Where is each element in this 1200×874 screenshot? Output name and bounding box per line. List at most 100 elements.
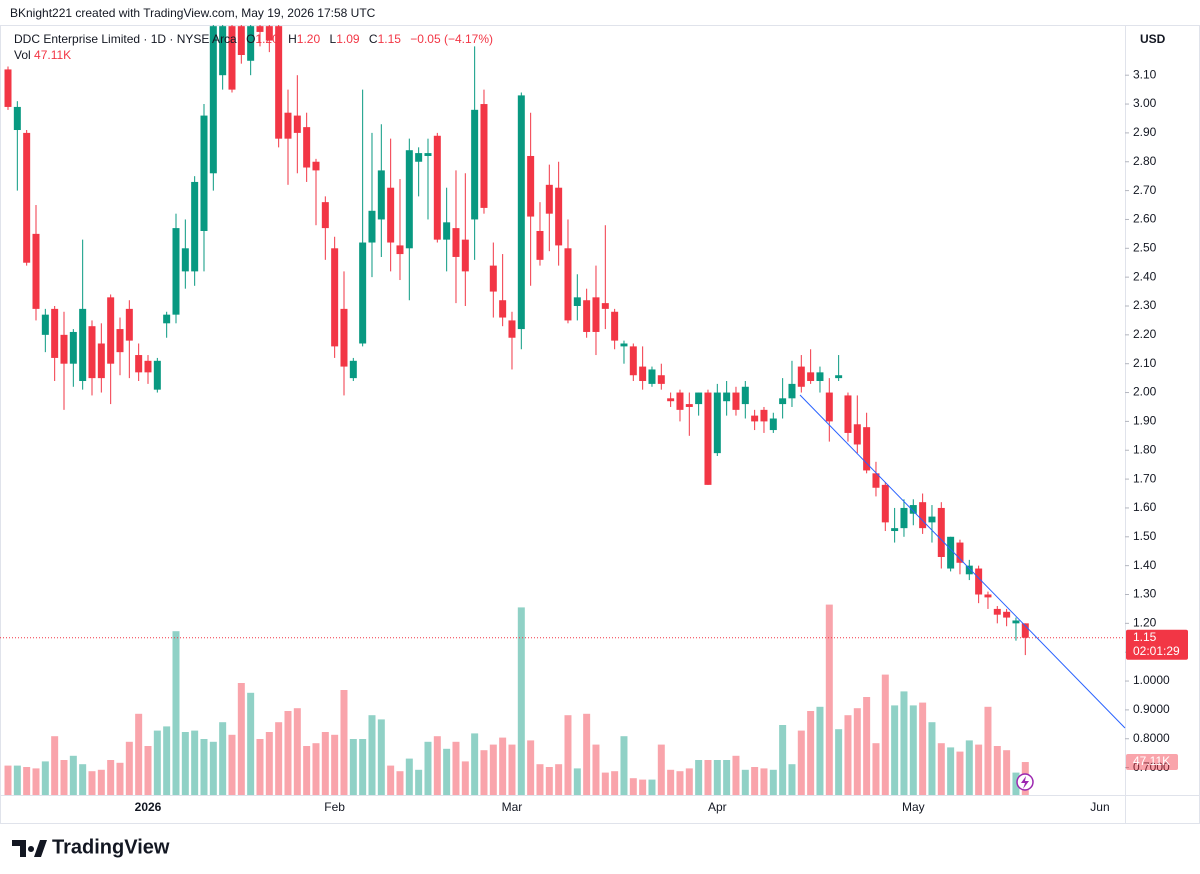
legend: DDC Enterprise Limited · 1D · NYSE Arca … — [14, 32, 493, 46]
candle-body — [919, 502, 927, 529]
y-tick-label: 2.80 — [1133, 154, 1157, 168]
volume-bar — [779, 725, 787, 795]
volume-bar — [713, 760, 721, 795]
candle-body — [461, 239, 469, 272]
candle-body — [909, 505, 917, 514]
volume-bar — [760, 768, 768, 795]
volume-bar — [667, 769, 675, 795]
x-tick-label: Apr — [708, 800, 727, 814]
volume-bar — [741, 769, 749, 795]
volume-bar — [340, 690, 348, 795]
candle-body — [387, 187, 395, 243]
volume-bar — [480, 750, 488, 795]
volume-bar — [732, 755, 740, 795]
volume-bar — [135, 713, 143, 795]
tv-logo — [12, 840, 47, 857]
volume-bar — [928, 722, 936, 795]
candle-body — [601, 303, 609, 309]
volume-bar — [228, 734, 236, 795]
candle-body — [396, 245, 404, 255]
candle-body — [433, 135, 441, 240]
y-tick-label: 0.8000 — [1133, 731, 1170, 745]
volume-bar — [844, 715, 852, 795]
y-tick-label: 2.30 — [1133, 298, 1157, 312]
y-tick-label: 1.30 — [1133, 587, 1157, 601]
volume-bar — [191, 730, 199, 795]
candle-body — [583, 300, 591, 332]
y-tick-label: 2.40 — [1133, 269, 1157, 283]
volume-bar — [265, 732, 273, 795]
change: −0.05 (−4.17%) — [410, 32, 493, 46]
volume-bar — [368, 715, 376, 795]
volume-legend: Vol 47.11K — [14, 48, 71, 62]
candle-body — [723, 392, 731, 402]
candle-body — [900, 507, 908, 529]
candle-body — [713, 392, 721, 454]
candle-body — [573, 297, 581, 306]
volume-bar — [975, 744, 983, 795]
candle-body — [853, 424, 861, 445]
volume-bar — [405, 758, 413, 795]
volume-bar — [872, 743, 880, 795]
volume-bar — [993, 746, 1001, 795]
candle-body — [247, 26, 255, 61]
candle-body — [69, 331, 77, 364]
ohlc-value: 1.20 — [255, 32, 279, 46]
volume-bar — [657, 744, 665, 795]
y-tick-label: 1.70 — [1133, 471, 1157, 485]
volume-bar — [116, 762, 124, 795]
volume-bar — [79, 764, 87, 795]
volume-bar — [41, 761, 49, 795]
candle-body — [592, 297, 600, 332]
volume-bar — [172, 631, 180, 795]
candle-body — [116, 329, 124, 353]
volume-bar — [489, 744, 497, 795]
volume-bar — [200, 739, 208, 795]
volume-bar — [676, 771, 684, 795]
volume-bar — [536, 764, 544, 795]
candle-body — [275, 26, 283, 139]
volume-value: 47.11K — [34, 48, 72, 62]
volume-bar — [452, 741, 460, 795]
candle-body — [377, 170, 385, 220]
candle-body — [97, 343, 105, 379]
candle-body — [695, 392, 703, 405]
candle-body — [788, 383, 796, 399]
volume-bar — [4, 765, 12, 795]
candle-body — [32, 233, 40, 309]
y-tick-label: 1.20 — [1133, 616, 1157, 630]
candle-body — [965, 565, 973, 575]
candle-body — [797, 366, 805, 387]
candle-body — [928, 516, 936, 523]
candle-body — [153, 360, 161, 390]
volume-bar — [396, 771, 404, 795]
volume-bar — [349, 739, 357, 795]
candle-body — [4, 69, 12, 107]
volume-bar — [555, 764, 563, 795]
candle-body — [975, 568, 983, 595]
volume-bar — [648, 779, 656, 795]
candle-body — [452, 228, 460, 257]
volume-bar — [704, 760, 712, 795]
y-tick-label: 1.40 — [1133, 558, 1157, 572]
candle-body — [23, 132, 31, 263]
volume-bar — [919, 702, 927, 795]
volume-bar — [517, 607, 525, 795]
candle-body — [415, 153, 423, 162]
candle-body — [993, 608, 1001, 615]
candle-body — [751, 415, 759, 422]
candle-body — [564, 248, 572, 321]
volume-bar — [125, 741, 133, 795]
volume-bar — [359, 739, 367, 795]
candle-body — [340, 308, 348, 367]
candle-body — [200, 115, 208, 231]
candle-body — [807, 372, 815, 382]
volume-bar — [965, 740, 973, 795]
candle-body — [237, 26, 245, 56]
volume-bar — [275, 722, 283, 795]
ohlc-label: L — [329, 32, 337, 46]
volume-bar — [256, 739, 264, 795]
candle-body — [685, 404, 693, 407]
candle-body — [321, 202, 329, 229]
